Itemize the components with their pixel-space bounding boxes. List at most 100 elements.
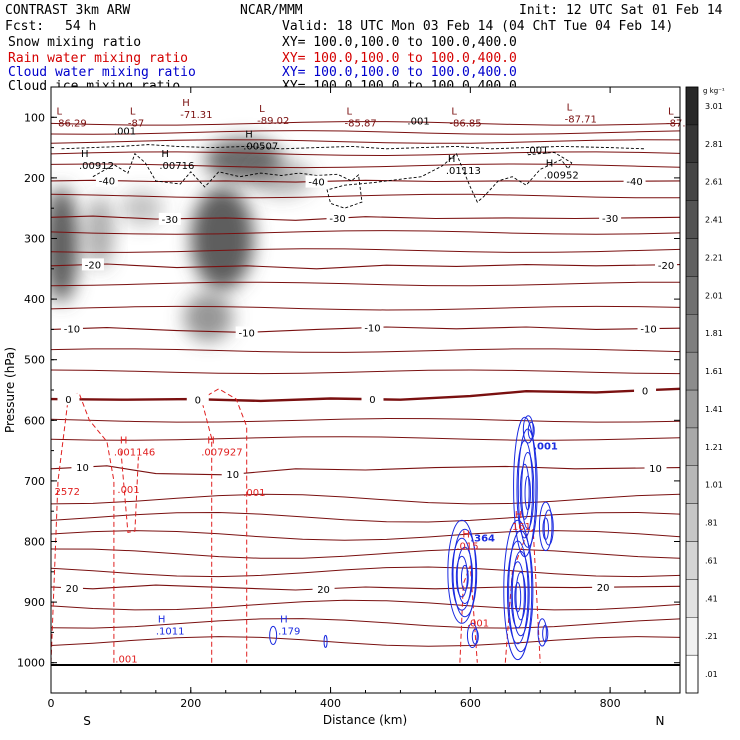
isotherm-label: 0 <box>369 395 375 406</box>
colorbar-bin <box>685 314 699 353</box>
colorbar-label: 2.41 <box>705 216 723 225</box>
extremum-value: -87.71 <box>565 114 597 125</box>
isotherm-label-bg <box>60 322 83 335</box>
rain-contour <box>51 392 115 663</box>
extremum-marker: L <box>668 107 674 118</box>
rain-max-value: .015 <box>456 542 478 553</box>
extremum-value: -85.87 <box>345 119 377 130</box>
cloud-ice-max-value: .00507 <box>243 142 278 153</box>
cloud-ice-max-value: .00952 <box>544 171 579 182</box>
isotherm-label-bg <box>634 384 657 397</box>
snow-blob <box>120 190 163 227</box>
rain-max-marker: H <box>207 436 215 447</box>
extremum-marker: L <box>451 107 457 118</box>
isotherm-label: -10 <box>64 325 80 336</box>
extremum-value: -71.31 <box>180 110 212 121</box>
extremum-value: -87.3 <box>666 119 692 130</box>
x-tick-label: 800 <box>600 697 621 710</box>
extremum-marker: L <box>130 107 136 118</box>
snow-blob <box>51 187 79 303</box>
cloud-water-label: .364 <box>470 534 495 545</box>
colorbar-bin <box>685 238 699 277</box>
colorbar-bin <box>685 617 699 656</box>
y-tick-label: 600 <box>24 414 45 427</box>
colorbar-label: 1.01 <box>705 481 723 490</box>
cloud-water-contour <box>269 625 278 646</box>
cloud-water-contour <box>447 519 477 624</box>
isotherm-label-bg <box>326 212 349 225</box>
isotherm-label-bg <box>81 258 104 271</box>
isotherm-line <box>51 139 680 144</box>
isotherm-label-bg <box>235 326 258 339</box>
y-tick-label: 500 <box>24 354 45 367</box>
isotherm-label-bg <box>599 212 622 225</box>
rain-label: .001 <box>117 485 139 496</box>
isotherm-label-bg <box>592 581 615 594</box>
header-center: NCAR/MMM <box>240 3 303 18</box>
isotherm-line <box>51 599 680 611</box>
rain-label: .001 <box>115 655 137 666</box>
colorbar-label: 2.81 <box>705 140 723 149</box>
colorbar-bin <box>685 200 699 239</box>
cloud-water-contour <box>521 452 535 530</box>
colorbar-bin <box>685 579 699 618</box>
cloud-water-contour <box>517 428 538 548</box>
cloud-water-contours <box>269 415 554 661</box>
cloud-water-contour <box>455 555 468 598</box>
colorbar-label: 1.61 <box>705 367 723 376</box>
cloud-water-max-value: .179 <box>278 626 300 637</box>
colorbar-label: 1.21 <box>705 443 723 452</box>
y-tick-label: 700 <box>24 475 45 488</box>
field-name-cloud-water: Cloud water mixing ratio <box>8 65 196 80</box>
isotherm-line <box>51 163 680 169</box>
plot-background <box>51 87 680 693</box>
cloud-water-contour <box>527 421 535 440</box>
isotherm-line <box>51 179 680 183</box>
colorbar-label: .81 <box>705 519 718 528</box>
isotherm-label: 10 <box>226 470 239 481</box>
cloud-water-contour <box>524 475 531 511</box>
isotherm-label: 0 <box>642 386 648 397</box>
colorbar-bin <box>685 124 699 163</box>
colorbar-label: 2.01 <box>705 291 723 300</box>
colorbar-unit: g kg⁻¹ <box>703 87 725 95</box>
isotherm-line <box>51 326 680 333</box>
cloud-water-contour <box>514 582 522 613</box>
cloud-water-contour <box>471 628 479 645</box>
isotherm-line <box>51 493 680 505</box>
colorbar-label: 1.81 <box>705 329 723 338</box>
cloud-water-contour <box>522 415 534 444</box>
snow-shading-layer <box>51 138 314 342</box>
isotherm-label-bg <box>655 258 678 271</box>
isotherm-line <box>51 151 680 157</box>
colorbar-bin <box>685 465 699 504</box>
isotherm-label: -10 <box>364 323 380 334</box>
cloud-water-contour <box>537 618 547 647</box>
cloud-water-contour <box>451 537 473 611</box>
isotherm-label: 0 <box>195 395 201 406</box>
snow-blob <box>250 159 314 197</box>
cloud-ice-max-marker: H <box>448 154 456 165</box>
isotherm-label: 10 <box>649 464 662 475</box>
isotherm-label: 20 <box>317 585 330 596</box>
isotherm-label-bg <box>95 174 118 187</box>
temperature-contours <box>51 121 680 647</box>
snow-blob <box>190 186 254 291</box>
colorbar-label: 1.41 <box>705 405 723 414</box>
cloud-water-contour <box>466 622 478 649</box>
extremum-marker: L <box>56 107 62 118</box>
isotherm-line <box>51 130 680 135</box>
isotherm-line <box>51 230 680 235</box>
isotherm-label-bg <box>305 175 328 188</box>
rain-contour <box>120 450 139 533</box>
cloud-ice-max-marker: H <box>245 130 253 141</box>
rain-label: .001 <box>467 618 489 629</box>
colorbar-label: .21 <box>705 632 718 641</box>
isotherm-line <box>51 465 680 476</box>
isotherm-label: -20 <box>658 261 674 272</box>
isotherm-label: 20 <box>66 584 79 595</box>
isotherm-line <box>51 511 680 523</box>
extremum-value: -86.29 <box>54 119 86 130</box>
isotherm-label: 10 <box>76 463 89 474</box>
isotherm-label: -10 <box>239 328 255 339</box>
